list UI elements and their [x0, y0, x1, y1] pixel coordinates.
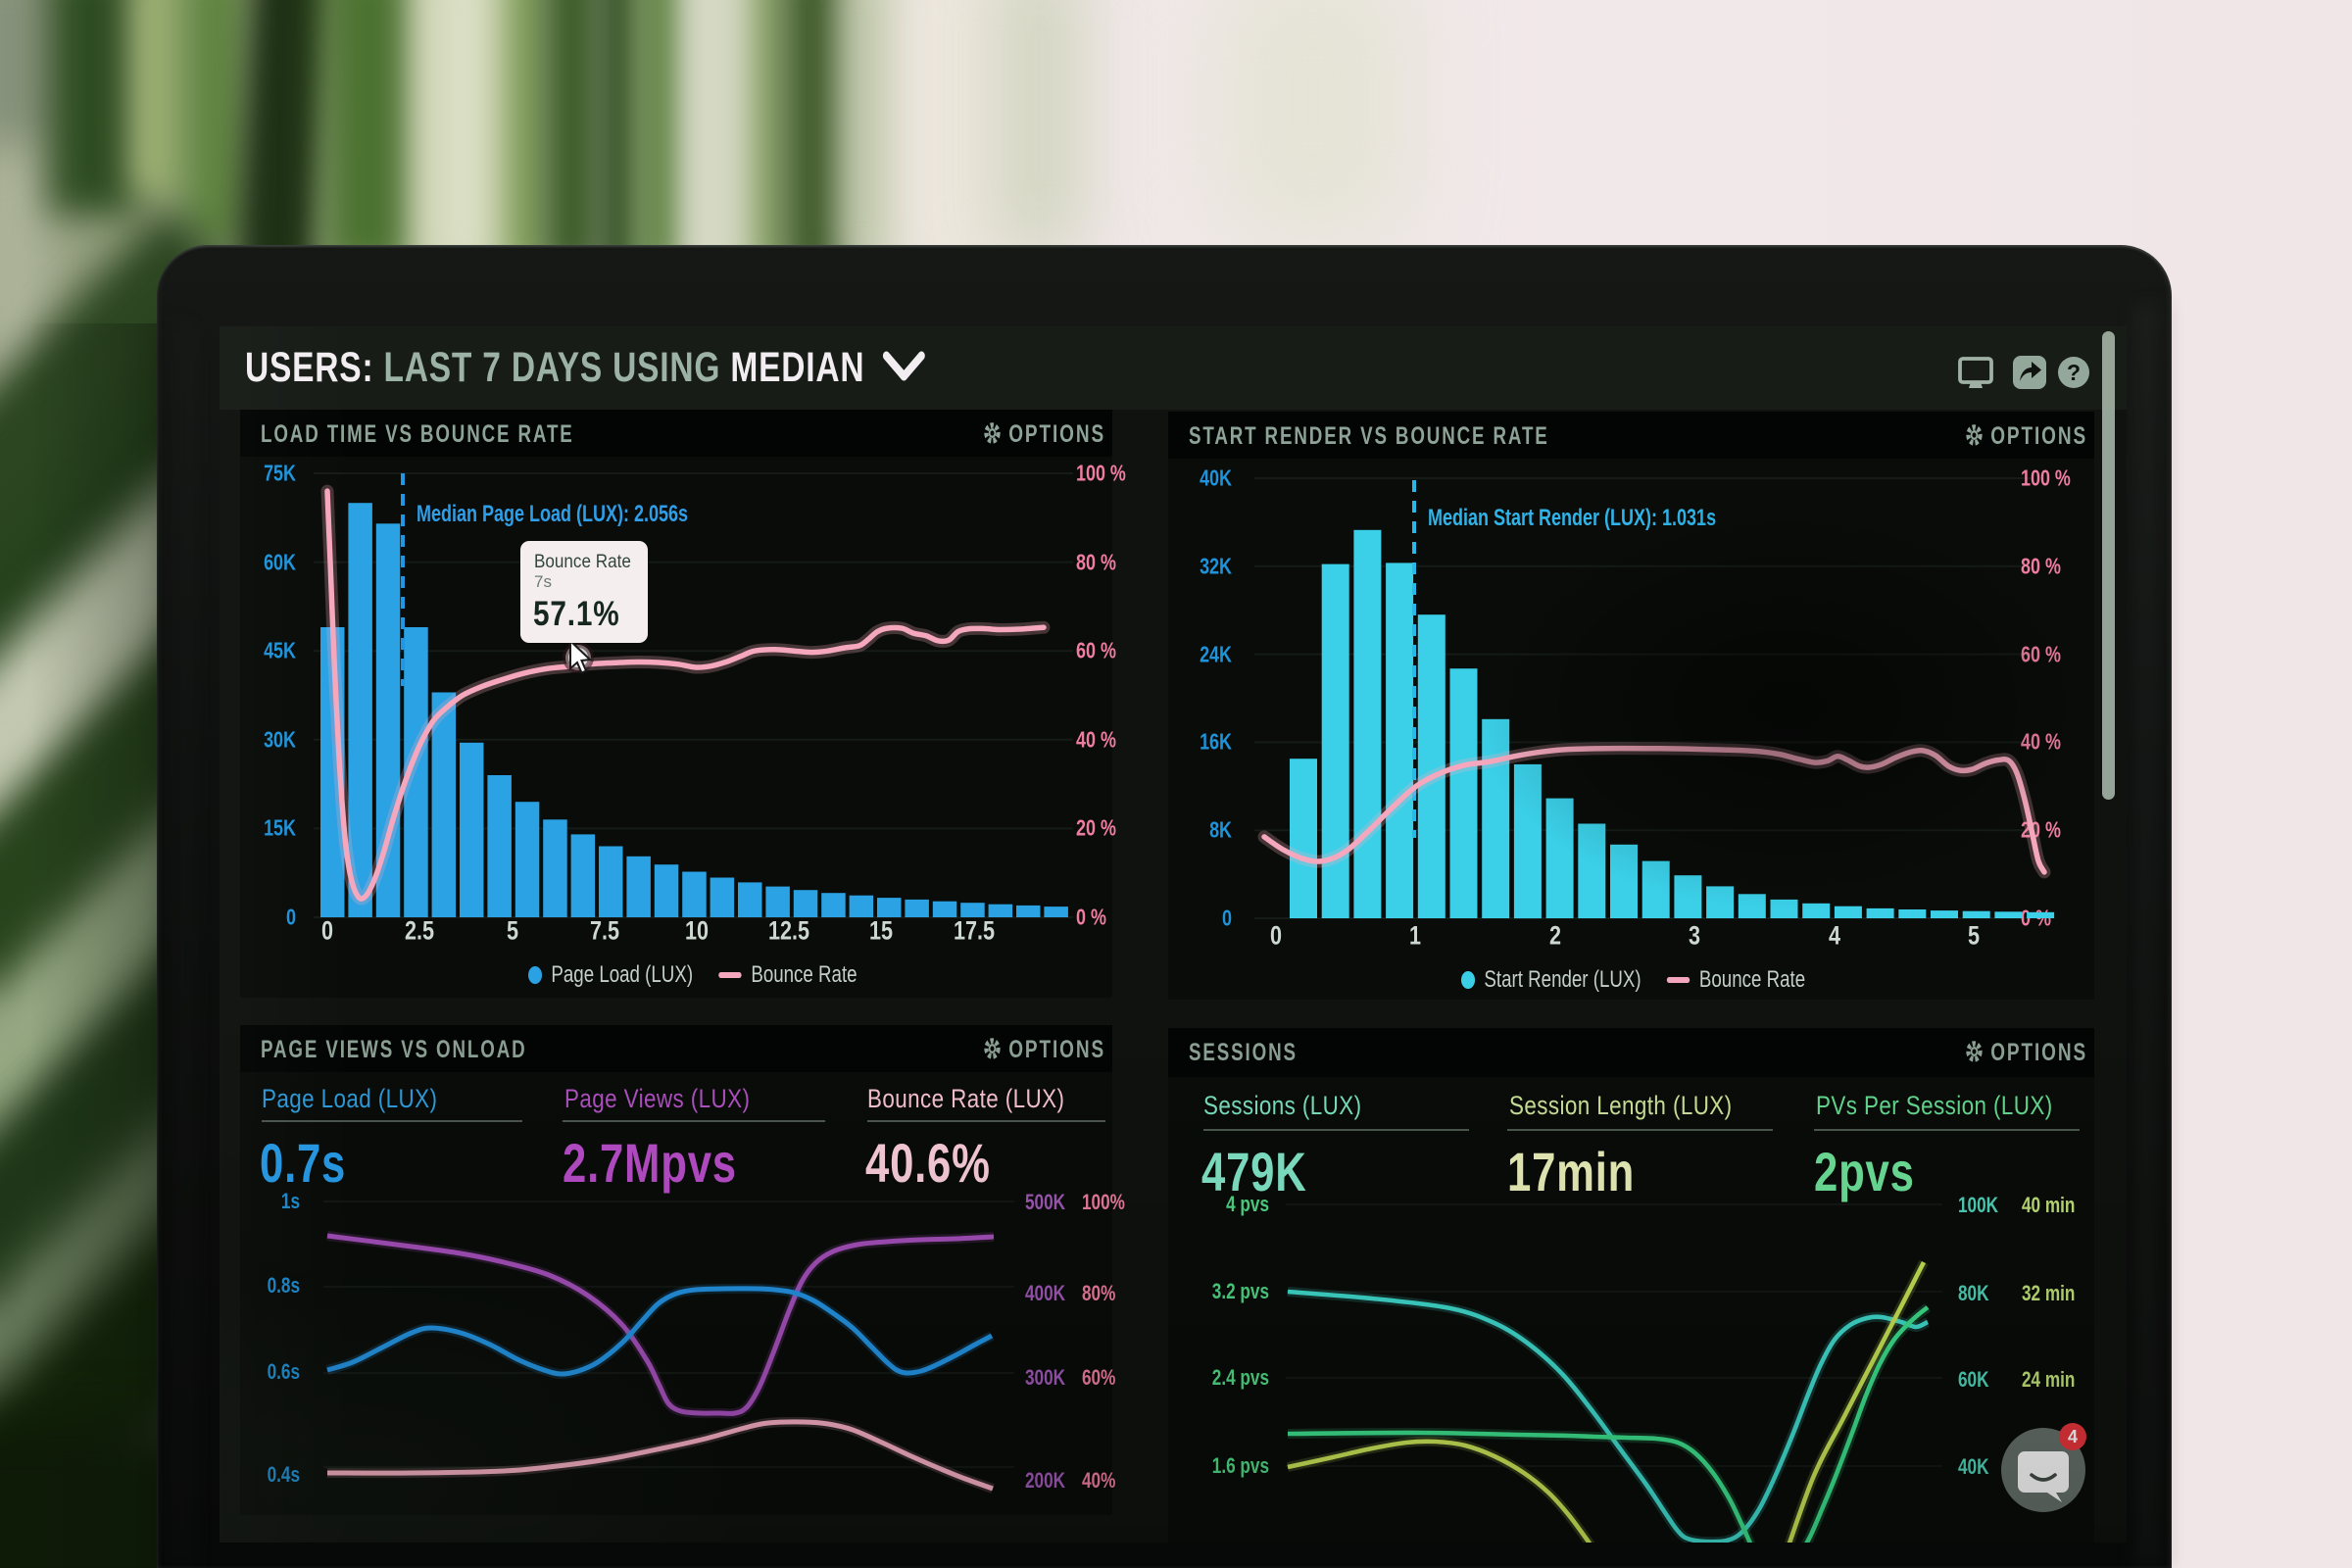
svg-text:?: ?: [2067, 360, 2081, 385]
